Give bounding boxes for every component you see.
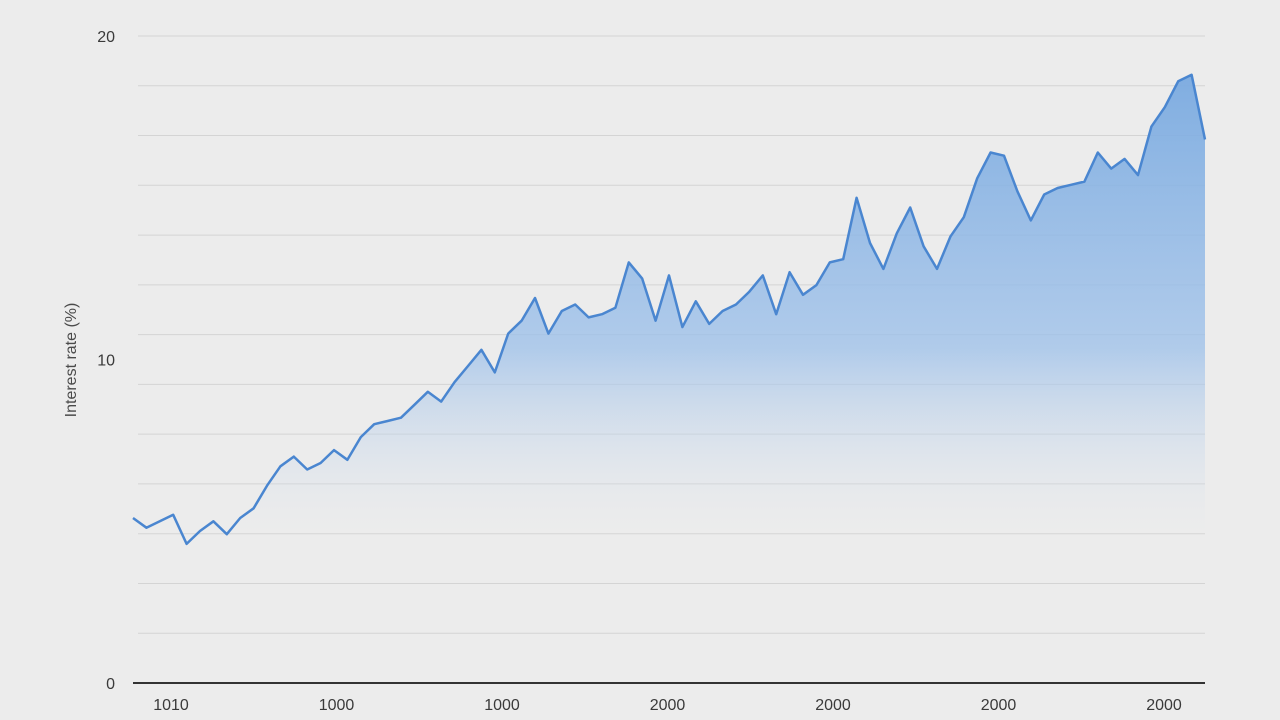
y-axis-title: Interest rate (%) <box>63 303 80 418</box>
x-tick-label: 1010 <box>153 697 189 714</box>
x-tick-label: 2000 <box>981 697 1017 714</box>
x-tick-label: 1000 <box>484 697 520 714</box>
x-tick-label: 2000 <box>650 697 686 714</box>
y-tick-label: 0 <box>106 676 115 693</box>
series-line <box>132 73 1207 546</box>
x-tick-label: 2000 <box>815 697 851 714</box>
x-tick-labels: 1010 1000 1000 2000 2000 2000 2000 <box>153 697 1182 714</box>
x-tick-label: 2000 <box>1146 697 1182 714</box>
y-tick-label: 10 <box>97 353 115 370</box>
y-tick-labels: 0 10 20 <box>97 29 115 693</box>
area-fill <box>133 74 1205 684</box>
x-tick-label: 1000 <box>319 697 355 714</box>
y-tick-label: 20 <box>97 29 115 46</box>
